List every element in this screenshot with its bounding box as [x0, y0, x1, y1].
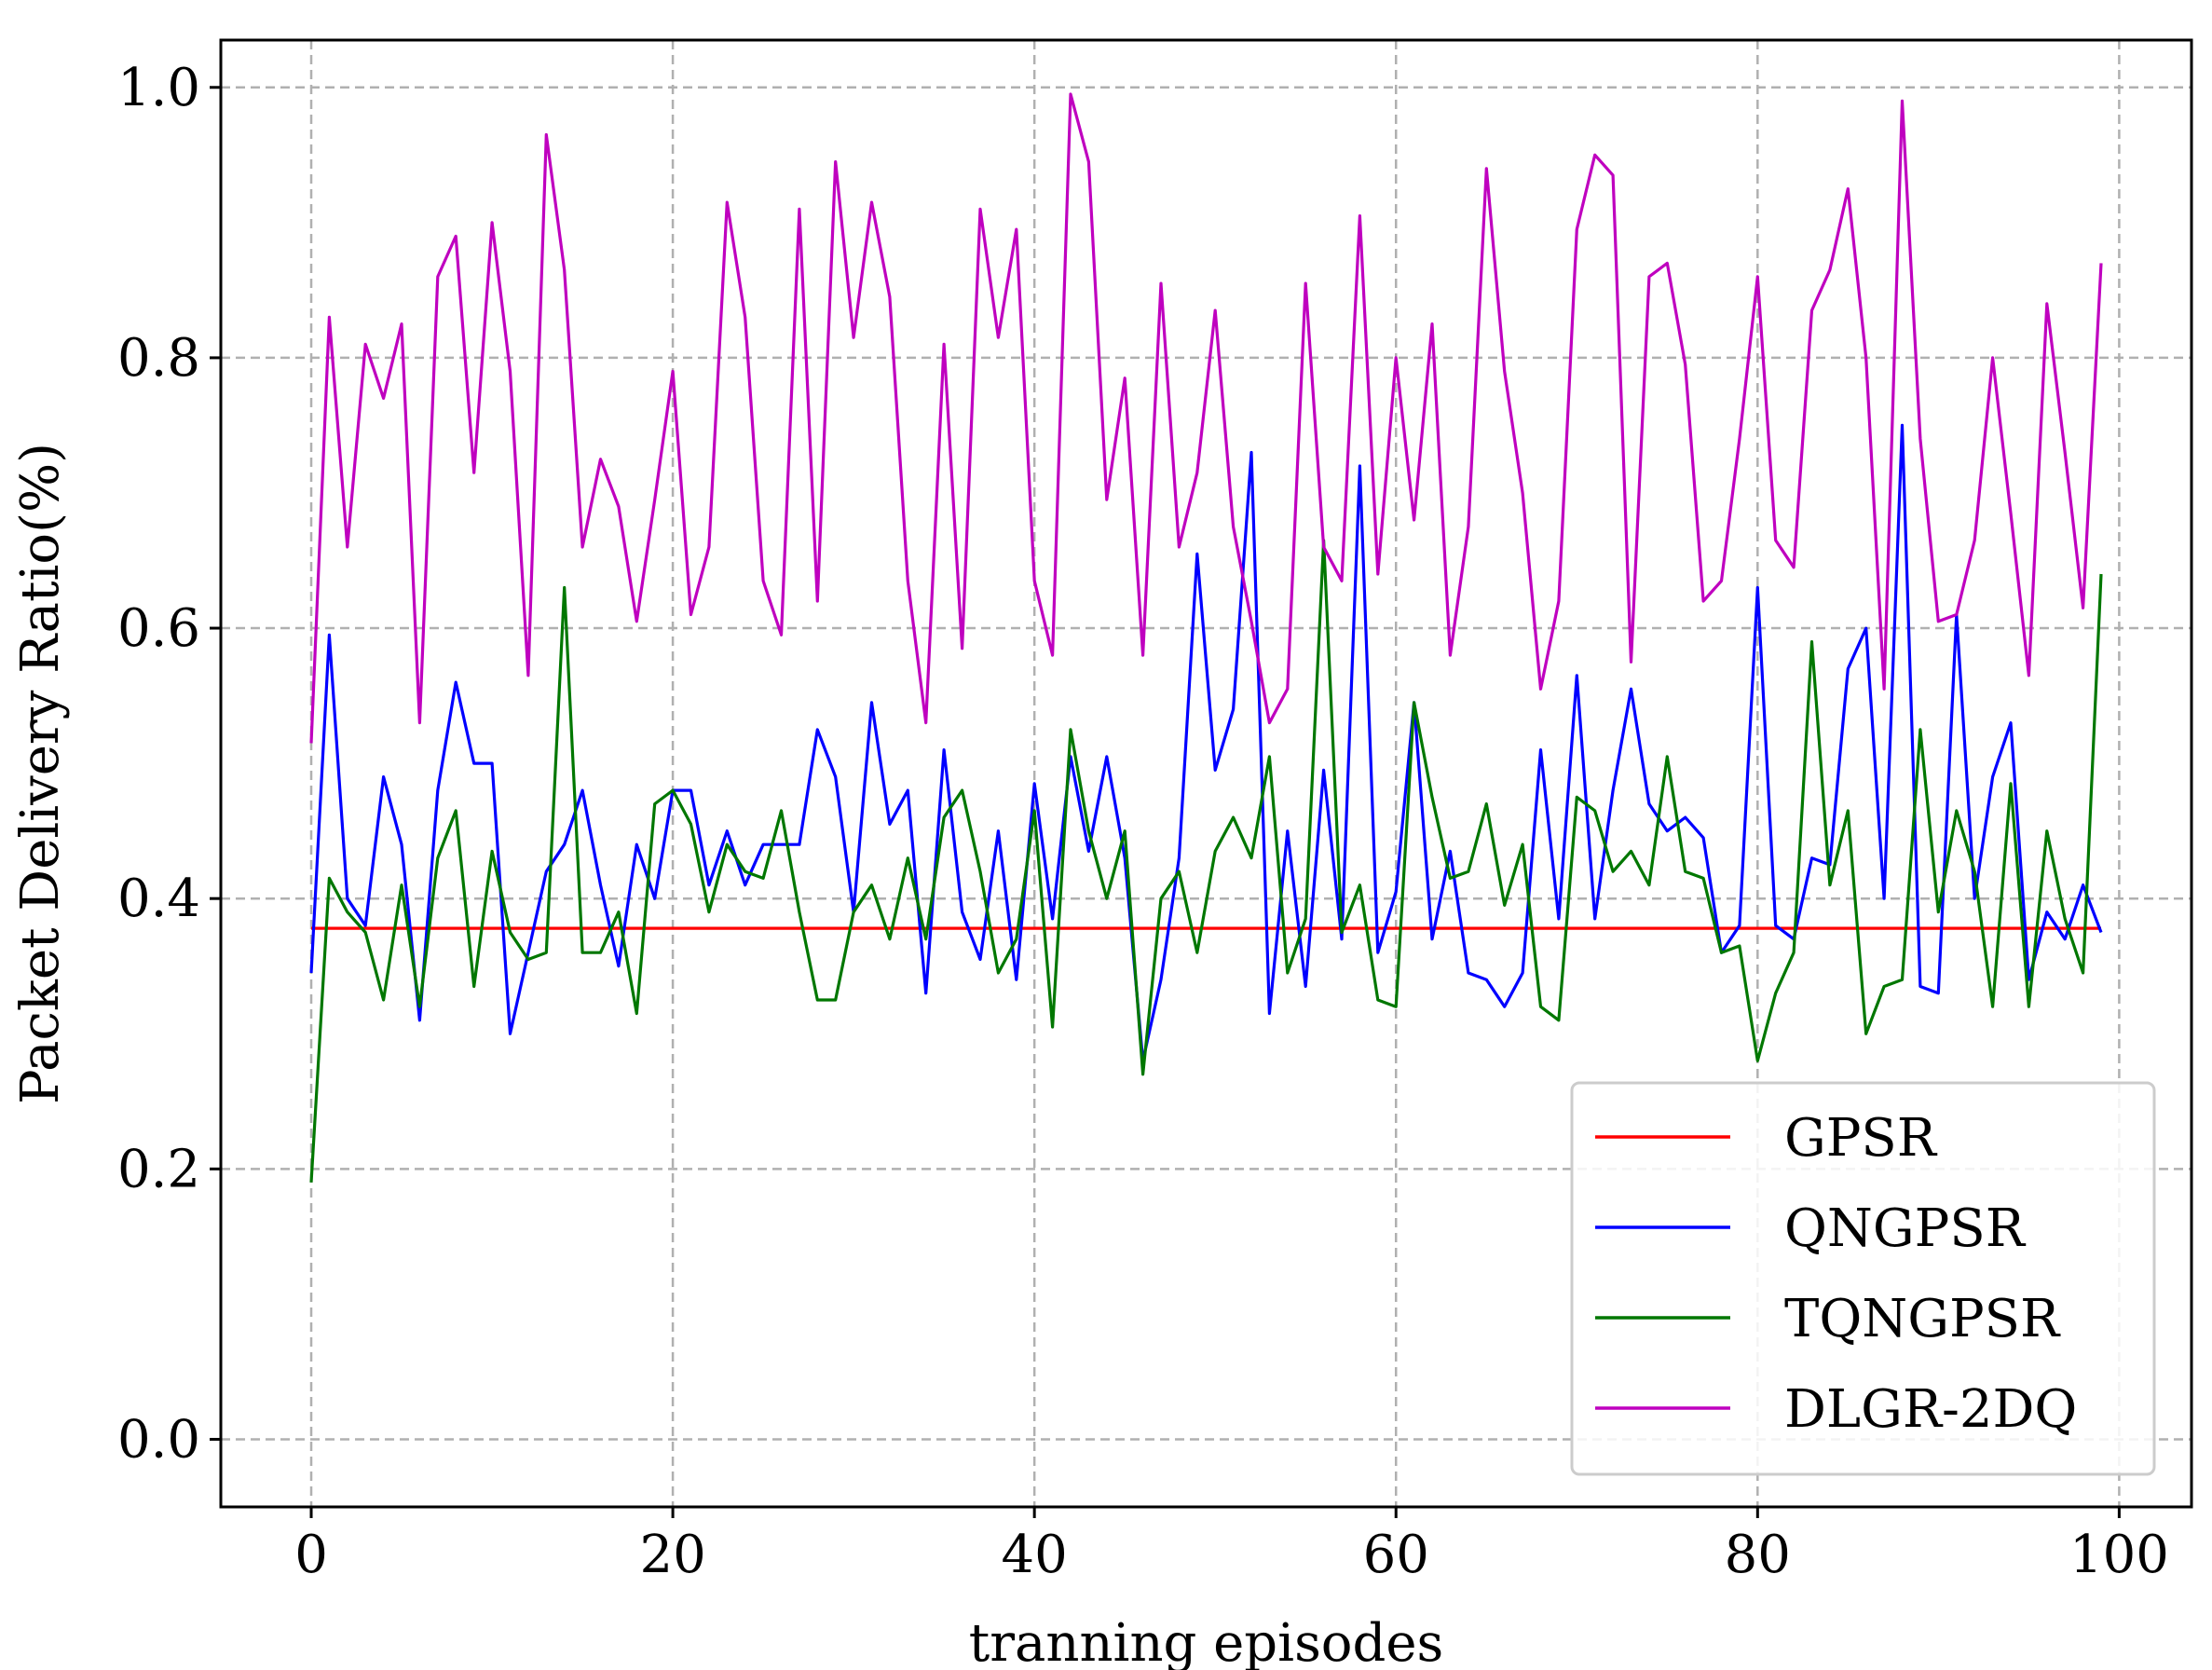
x-tick-label: 20 [639, 1525, 705, 1585]
x-tick-label: 40 [1002, 1525, 1068, 1585]
series-line-qngpsr [309, 423, 2103, 1062]
y-tick-label: 0.4 [117, 869, 200, 929]
y-tick-label: 0.0 [117, 1409, 200, 1470]
x-tick-label: 100 [2069, 1525, 2169, 1585]
y-tick-label: 0.6 [117, 598, 200, 659]
x-axis: 0 20 40 60 80 100 [294, 1507, 2169, 1585]
y-axis-label: Packet Delivery Ratio(%) [10, 443, 71, 1104]
y-tick-label: 0.2 [117, 1139, 200, 1199]
x-tick-label: 80 [1725, 1525, 1791, 1585]
y-tick-label: 0.8 [117, 328, 200, 389]
legend-label-gpsr: GPSR [1784, 1108, 1938, 1169]
legend-label-tqngpsr: TQNGPSR [1784, 1289, 2061, 1349]
series-layer [309, 92, 2103, 1183]
plot-frame [219, 38, 2193, 1509]
grid-lines [221, 40, 2192, 1507]
legend: GPSR QNGPSR TQNGPSR DLGR-2DQ [1570, 1081, 2156, 1476]
y-axis: 0.0 0.2 0.4 0.6 0.8 1.0 [117, 58, 221, 1470]
legend-box [1570, 1081, 2156, 1476]
x-tick-label: 60 [1363, 1525, 1429, 1585]
series-line-dlgr-2dq [309, 92, 2103, 744]
y-tick-label: 1.0 [117, 58, 200, 118]
legend-label-qngpsr: QNGPSR [1784, 1198, 2027, 1259]
x-tick-label: 0 [294, 1525, 328, 1585]
x-axis-label: tranning episodes [969, 1613, 1444, 1670]
series-line-tqngpsr [309, 539, 2103, 1183]
legend-label-dlgr-2dq: DLGR-2DQ [1784, 1379, 2077, 1440]
